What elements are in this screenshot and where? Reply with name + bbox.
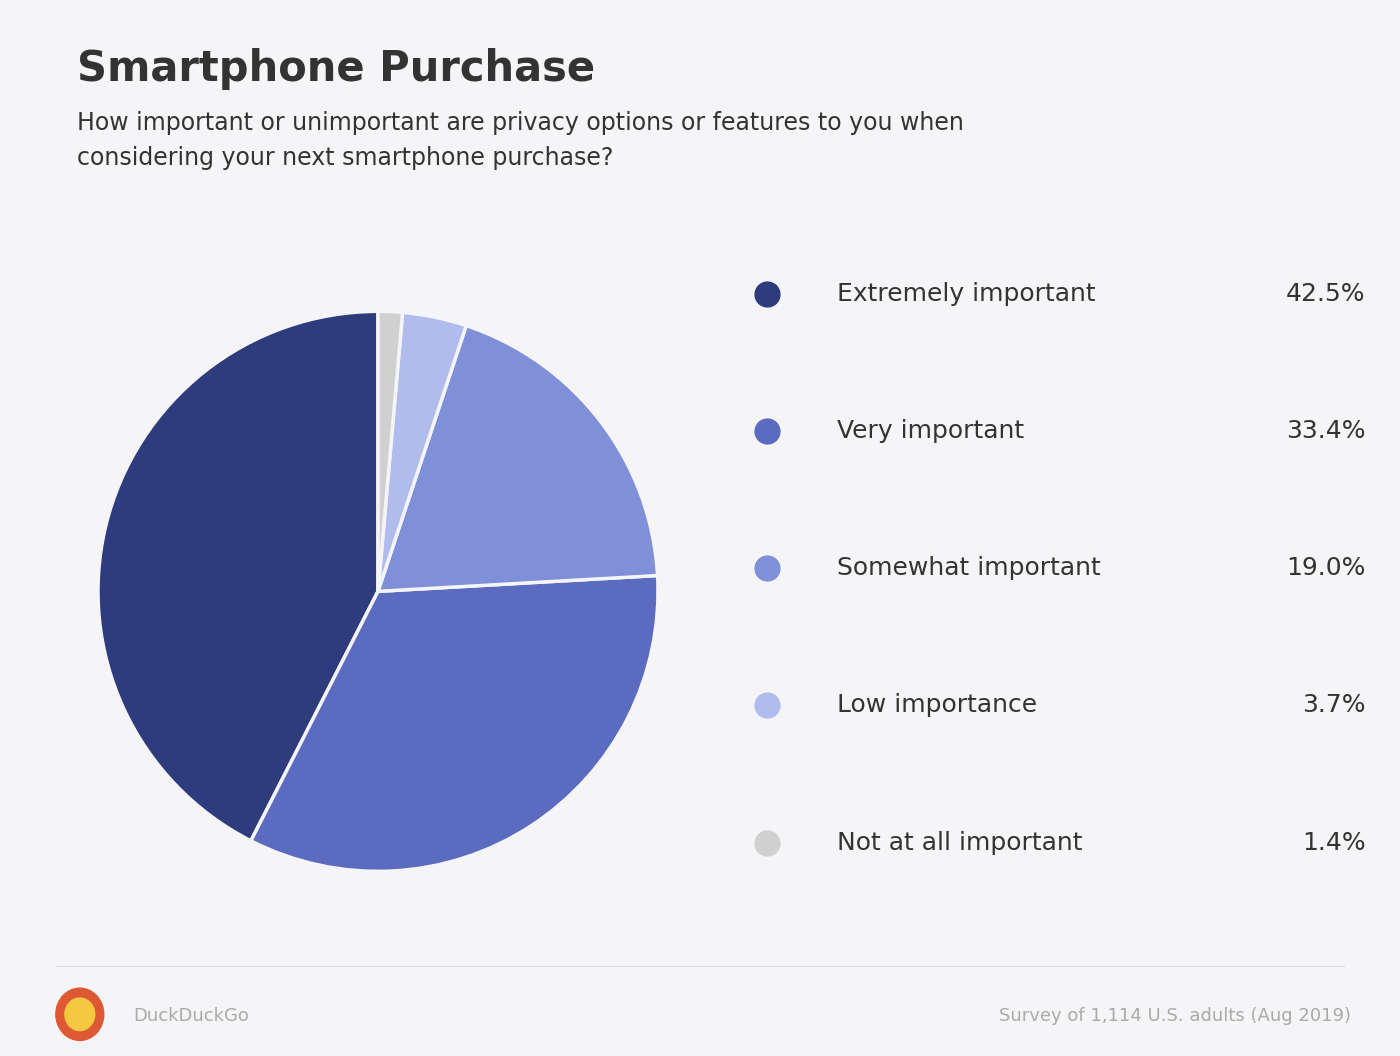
Text: DuckDuckGo: DuckDuckGo	[133, 1006, 249, 1024]
Wedge shape	[98, 312, 378, 841]
Text: Very important: Very important	[837, 419, 1025, 442]
Text: How important or unimportant are privacy options or features to you when
conside: How important or unimportant are privacy…	[77, 111, 963, 170]
Text: Not at all important: Not at all important	[837, 831, 1084, 854]
Wedge shape	[251, 576, 658, 871]
Text: 42.5%: 42.5%	[1287, 282, 1365, 305]
Text: Smartphone Purchase: Smartphone Purchase	[77, 48, 595, 90]
Text: Extremely important: Extremely important	[837, 282, 1096, 305]
Text: 1.4%: 1.4%	[1302, 831, 1365, 854]
Text: 19.0%: 19.0%	[1287, 557, 1365, 580]
Text: Survey of 1,114 U.S. adults (Aug 2019): Survey of 1,114 U.S. adults (Aug 2019)	[1000, 1006, 1351, 1024]
Point	[1390, 46, 1400, 63]
Circle shape	[56, 988, 104, 1040]
Wedge shape	[378, 313, 466, 591]
Text: 33.4%: 33.4%	[1287, 419, 1365, 442]
Wedge shape	[378, 325, 658, 591]
Text: Somewhat important: Somewhat important	[837, 557, 1102, 580]
Wedge shape	[378, 312, 403, 591]
Circle shape	[64, 998, 95, 1031]
Text: Low importance: Low importance	[837, 694, 1037, 717]
Text: 3.7%: 3.7%	[1302, 694, 1365, 717]
